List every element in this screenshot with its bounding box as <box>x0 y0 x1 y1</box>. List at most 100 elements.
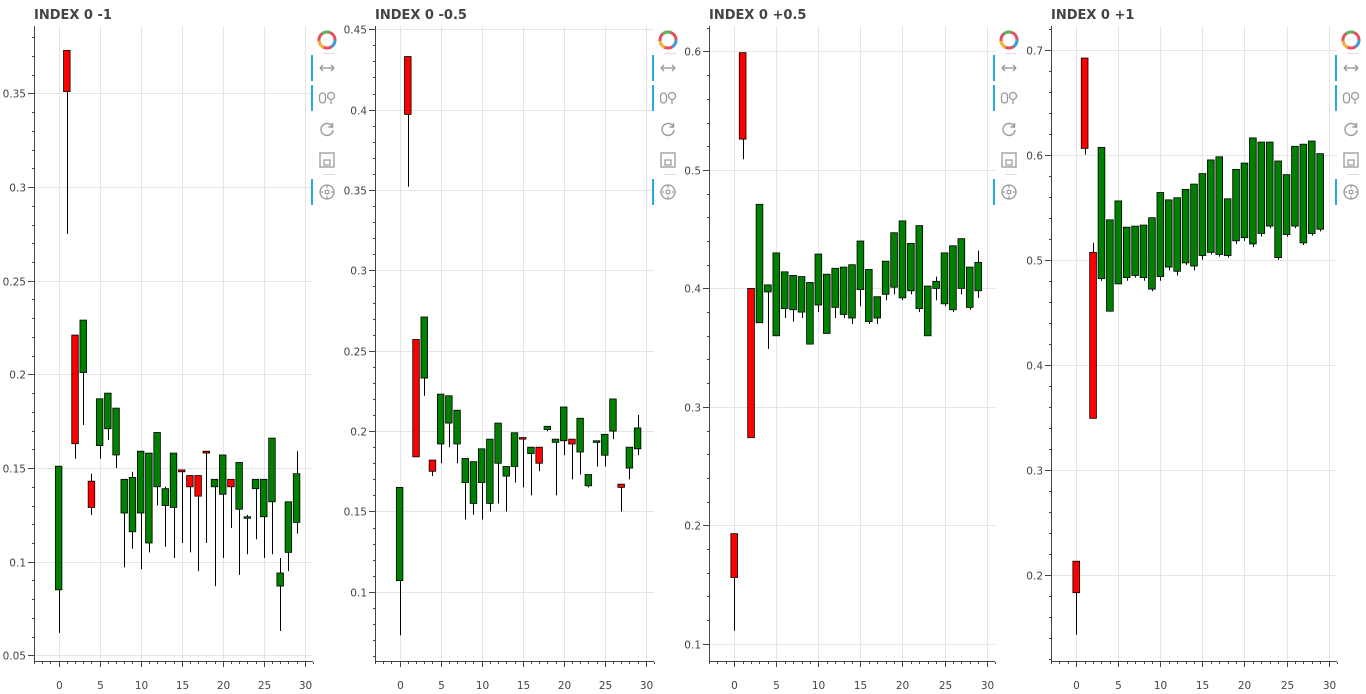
candle-up[interactable] <box>1282 174 1291 235</box>
candle-up[interactable] <box>1181 188 1190 264</box>
candle-up[interactable] <box>848 264 856 319</box>
candle-down[interactable] <box>519 437 527 440</box>
candle-up[interactable] <box>633 427 642 450</box>
wheel-zoom-tool-button[interactable] <box>652 84 682 112</box>
candle-up[interactable] <box>898 220 907 299</box>
candle-up[interactable] <box>551 438 560 443</box>
candle-up[interactable] <box>1106 219 1114 312</box>
candle-up[interactable] <box>54 465 63 591</box>
wheel-zoom-tool-button[interactable] <box>1335 84 1365 112</box>
candle-up[interactable] <box>219 454 227 495</box>
candle-up[interactable] <box>923 285 932 337</box>
candle-up[interactable] <box>592 440 601 443</box>
candle-up[interactable] <box>494 422 502 464</box>
bokeh-logo-tool-button[interactable] <box>995 26 1023 54</box>
candle-up[interactable] <box>839 266 848 315</box>
candle-down[interactable] <box>617 483 625 488</box>
candle-up[interactable] <box>95 398 104 446</box>
candlestick-chart[interactable]: 0.1 0.2 0.3 0.4 0.5 0.6 0 5 10 15 20 25 30 <box>675 0 1016 694</box>
candle-up[interactable] <box>104 392 112 430</box>
pan-tool-button[interactable] <box>1335 54 1365 82</box>
candle-down[interactable] <box>1080 57 1089 149</box>
candle-up[interactable] <box>1265 141 1274 227</box>
candle-up[interactable] <box>780 271 789 309</box>
candle-up[interactable] <box>120 478 128 514</box>
candle-up[interactable] <box>260 478 268 518</box>
candle-up[interactable] <box>445 395 453 424</box>
candle-up[interactable] <box>112 407 120 456</box>
candle-up[interactable] <box>814 253 823 306</box>
candle-up[interactable] <box>276 572 284 587</box>
candle-up[interactable] <box>965 266 974 308</box>
save-tool-button[interactable] <box>313 146 341 174</box>
candle-up[interactable] <box>161 488 169 506</box>
candle-up[interactable] <box>292 473 301 523</box>
candle-up[interactable] <box>1097 146 1106 280</box>
pan-tool-button[interactable] <box>652 54 682 82</box>
candle-up[interactable] <box>145 452 153 544</box>
candle-down[interactable] <box>412 339 420 458</box>
candle-up[interactable] <box>890 232 898 288</box>
candle-down[interactable] <box>1072 560 1080 594</box>
candle-down[interactable] <box>194 475 202 497</box>
candlestick-chart[interactable]: 0.2 0.3 0.4 0.5 0.6 0.7 0 5 10 15 20 25 30 <box>1017 0 1358 694</box>
bokeh-logo-tool-button[interactable] <box>654 26 682 54</box>
candle-up[interactable] <box>1249 137 1257 245</box>
bokeh-logo-tool-button[interactable] <box>313 26 341 54</box>
hover-tool-button[interactable] <box>993 178 1023 206</box>
candle-up[interactable] <box>1207 159 1215 253</box>
candle-down[interactable] <box>87 480 96 508</box>
candle-up[interactable] <box>1291 145 1299 227</box>
reset-tool-button[interactable] <box>1337 115 1365 143</box>
candle-down[interactable] <box>202 450 211 454</box>
candle-down[interactable] <box>63 49 71 92</box>
hover-tool-button[interactable] <box>652 178 682 206</box>
candle-up[interactable] <box>1198 173 1207 256</box>
save-tool-button[interactable] <box>995 146 1023 174</box>
candle-up[interactable] <box>856 240 865 290</box>
reset-tool-button[interactable] <box>313 115 341 143</box>
save-tool-button[interactable] <box>654 146 682 174</box>
candle-up[interactable] <box>1274 160 1282 259</box>
candle-up[interactable] <box>797 276 806 313</box>
candle-up[interactable] <box>128 477 137 533</box>
candle-up[interactable] <box>907 242 915 292</box>
candle-up[interactable] <box>461 458 469 483</box>
candle-up[interactable] <box>527 446 535 455</box>
wheel-zoom-tool-button[interactable] <box>311 84 341 112</box>
candle-up[interactable] <box>932 280 940 289</box>
candle-up[interactable] <box>1299 143 1308 244</box>
candle-up[interactable] <box>601 433 609 456</box>
candle-up[interactable] <box>806 282 814 345</box>
candle-up[interactable] <box>79 319 87 373</box>
candle-up[interactable] <box>974 261 982 292</box>
candle-up[interactable] <box>772 252 781 337</box>
candle-up[interactable] <box>284 501 293 553</box>
save-tool-button[interactable] <box>1337 146 1365 174</box>
candle-up[interactable] <box>210 478 219 488</box>
candle-up[interactable] <box>1139 224 1148 278</box>
candle-up[interactable] <box>235 462 243 510</box>
candle-up[interactable] <box>1173 197 1181 272</box>
candle-down[interactable] <box>428 459 437 472</box>
candle-up[interactable] <box>268 437 276 503</box>
candle-up[interactable] <box>169 452 178 508</box>
candle-up[interactable] <box>1215 156 1224 255</box>
candle-down[interactable] <box>178 469 186 473</box>
reset-tool-button[interactable] <box>654 115 682 143</box>
candle-up[interactable] <box>576 417 584 453</box>
candle-up[interactable] <box>436 393 445 445</box>
candle-up[interactable] <box>1190 183 1198 267</box>
candle-up[interactable] <box>625 446 634 469</box>
candle-up[interactable] <box>822 273 831 334</box>
candle-up[interactable] <box>486 438 494 504</box>
candle-up[interactable] <box>957 238 966 289</box>
hover-tool-button[interactable] <box>1335 178 1365 206</box>
candle-up[interactable] <box>873 296 882 319</box>
reset-tool-button[interactable] <box>995 115 1023 143</box>
candle-up[interactable] <box>940 252 949 305</box>
candle-down[interactable] <box>747 288 755 439</box>
candle-up[interactable] <box>453 409 461 445</box>
candle-up[interactable] <box>584 474 593 487</box>
candle-up[interactable] <box>420 316 428 379</box>
